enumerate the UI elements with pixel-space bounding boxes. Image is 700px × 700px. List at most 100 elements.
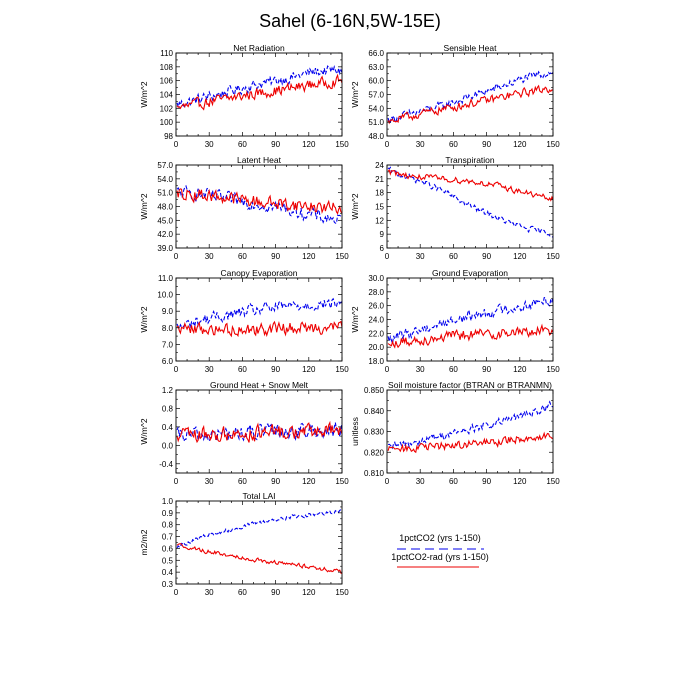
y-tick-label: 28.0 — [368, 288, 384, 297]
x-tick-label: 30 — [416, 252, 425, 261]
y-tick-label: 10.0 — [157, 291, 173, 300]
x-tick-label: 120 — [513, 365, 527, 374]
y-tick-label: 102 — [160, 104, 174, 113]
x-tick-label: 90 — [482, 477, 491, 486]
y-tick-label: 66.0 — [368, 49, 384, 58]
x-tick-label: 0 — [385, 140, 390, 149]
series-line-1pctco2 — [176, 297, 342, 329]
panel-series — [176, 64, 342, 111]
panel-title: Transpiration — [445, 155, 495, 165]
x-tick-label: 90 — [271, 588, 280, 597]
y-tick-label: 0.8 — [162, 521, 174, 530]
series-line-1pctco2-rad — [176, 420, 342, 444]
series-line-1pctco2 — [176, 508, 342, 549]
x-tick-label: 120 — [302, 588, 316, 597]
y-tick-label: 7.0 — [162, 340, 174, 349]
x-tick-label: 60 — [449, 252, 458, 261]
panel-series — [176, 297, 342, 338]
x-tick-label: 30 — [205, 140, 214, 149]
y-axis-label: W/m^2 — [350, 306, 360, 332]
y-tick-label: 9.0 — [162, 307, 174, 316]
legend-label-1pctco2: 1pctCO2 (yrs 1-150) — [399, 533, 481, 543]
panel-title: Net Radiation — [233, 43, 285, 53]
y-tick-label: 18 — [375, 189, 384, 198]
panel-title: Latent Heat — [237, 155, 282, 165]
y-tick-label: 0.840 — [364, 407, 385, 416]
y-tick-label: 0.6 — [162, 544, 174, 553]
panel-series — [387, 400, 553, 454]
x-tick-label: 30 — [416, 477, 425, 486]
panel-4: 0 30 60 90 120 150 6 9 12 15 18 21 24 Transpiration W/… — [350, 155, 560, 261]
x-tick-label: 30 — [205, 365, 214, 374]
x-tick-label: 150 — [335, 365, 349, 374]
y-tick-label: 0.810 — [364, 469, 385, 478]
panel-6: 0 30 60 90 120 150 18.0 20.0 22.0 24.0 26.0 28.0 30.… — [350, 268, 560, 374]
y-tick-label: 1.0 — [162, 497, 174, 506]
legend: 1pctCO2 (yrs 1-150) 1pctCO2-rad (yrs 1-15… — [391, 533, 489, 568]
panel-title: Ground Heat + Snow Melt — [210, 380, 309, 390]
x-tick-label: 0 — [174, 477, 179, 486]
x-tick-label: 60 — [238, 365, 247, 374]
y-tick-label: 22.0 — [368, 329, 384, 338]
x-tick-label: 30 — [205, 477, 214, 486]
x-tick-label: 90 — [271, 477, 280, 486]
y-tick-label: 24.0 — [368, 316, 384, 325]
x-tick-label: 150 — [546, 477, 560, 486]
panel-1: 0 30 60 90 120 150 98 100 102 104 106 108 110 Net Rad… — [139, 43, 349, 149]
y-tick-label: 100 — [160, 118, 174, 127]
x-tick-label: 90 — [271, 252, 280, 261]
y-tick-label: 18.0 — [368, 357, 384, 366]
y-tick-label: 0.4 — [162, 423, 174, 432]
series-line-1pctco2-rad — [387, 323, 553, 349]
x-tick-label: 120 — [302, 477, 316, 486]
panel-title: Ground Evaporation — [432, 268, 508, 278]
y-tick-label: 51.0 — [368, 118, 384, 127]
x-tick-label: 0 — [385, 365, 390, 374]
x-tick-label: 0 — [174, 365, 179, 374]
y-tick-label: 30.0 — [368, 274, 384, 283]
y-axis-label: W/m^2 — [139, 193, 149, 219]
panel-frame — [175, 52, 343, 137]
y-tick-label: 0.850 — [364, 386, 385, 395]
panel-5: 0 30 60 90 120 150 6.0 7.0 8.0 9.0 10.0 11.0 Canopy … — [139, 268, 349, 374]
x-tick-label: 30 — [416, 140, 425, 149]
figure-title: Sahel (6-16N,5W-15E) — [259, 11, 441, 31]
x-tick-label: 150 — [335, 588, 349, 597]
series-line-1pctco2-rad — [176, 320, 342, 338]
x-tick-label: 90 — [482, 365, 491, 374]
series-line-1pctco2-rad — [176, 188, 342, 215]
y-tick-label: 63.0 — [368, 63, 384, 72]
y-tick-label: 0.8 — [162, 404, 174, 413]
y-tick-label: 54.0 — [157, 175, 173, 184]
y-tick-label: 0.7 — [162, 533, 174, 542]
y-tick-label: 11.0 — [158, 274, 174, 283]
x-tick-label: 120 — [513, 252, 527, 261]
series-line-1pctco2 — [387, 296, 553, 344]
panel-series — [387, 296, 553, 349]
panel-series — [387, 70, 553, 125]
x-tick-label: 60 — [238, 477, 247, 486]
panel-title: Canopy Evaporation — [220, 268, 297, 278]
y-tick-label: 0.830 — [364, 428, 385, 437]
y-tick-label: 6.0 — [162, 357, 174, 366]
x-tick-label: 150 — [546, 140, 560, 149]
x-tick-label: 90 — [271, 365, 280, 374]
panel-frame — [175, 277, 343, 362]
panel-frame — [386, 277, 554, 362]
x-tick-label: 90 — [482, 140, 491, 149]
y-tick-label: 54.0 — [368, 104, 384, 113]
y-tick-label: 9 — [380, 230, 385, 239]
panel-series — [176, 508, 342, 574]
y-tick-label: 0.4 — [162, 568, 174, 577]
panel-3: 0 30 60 90 120 150 39.0 42.0 45.0 48.0 51.0 54.0 57.… — [139, 155, 349, 261]
panel-series — [176, 184, 342, 224]
panel-title: Sensible Heat — [444, 43, 498, 53]
panel-frame — [175, 389, 343, 474]
y-axis-label: W/m^2 — [350, 81, 360, 107]
y-axis-label: W/m^2 — [139, 418, 149, 444]
y-tick-label: 0.3 — [162, 580, 174, 589]
y-tick-label: 104 — [160, 91, 174, 100]
y-tick-label: 51.0 — [157, 189, 173, 198]
panel-title: Soil moisture factor (BTRAN or BTRANMN) — [388, 380, 552, 390]
